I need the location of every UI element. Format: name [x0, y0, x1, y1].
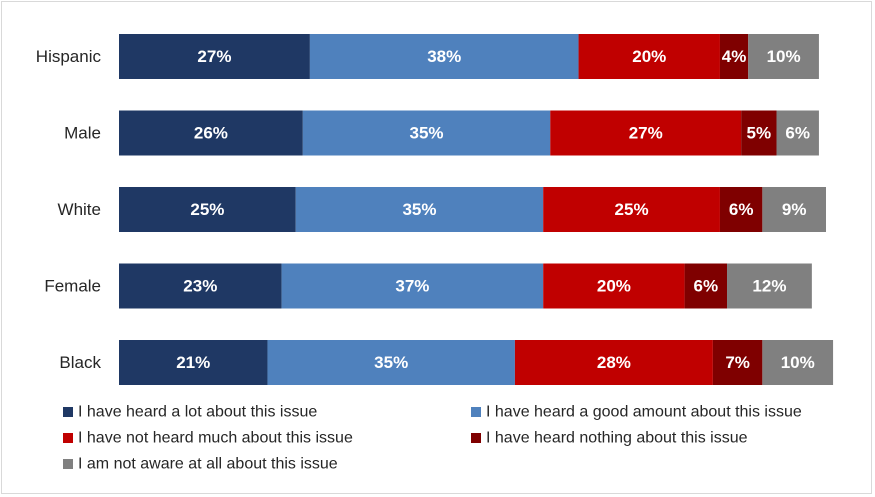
- bar-segment: [119, 34, 310, 79]
- bar-segment: [281, 263, 544, 309]
- bar-segment: [550, 110, 742, 156]
- bar-segment: [776, 110, 819, 156]
- bar-segment: [119, 340, 268, 385]
- category-label: Black: [59, 353, 101, 372]
- bar-value-label: 12%: [752, 277, 786, 296]
- bar-value-label: 38%: [427, 47, 461, 66]
- bar-value-label: 21%: [176, 353, 210, 372]
- bar-segment: [578, 34, 720, 79]
- bar-segment: [719, 187, 763, 232]
- legend-swatch: [471, 407, 481, 417]
- bar-segment: [719, 34, 749, 79]
- bar-segment: [119, 187, 296, 232]
- category-label: White: [58, 200, 101, 219]
- bar-value-label: 23%: [183, 277, 217, 296]
- bar-value-label: 6%: [729, 200, 754, 219]
- bar-value-label: 5%: [747, 124, 772, 143]
- legend-label: I have not heard much about this issue: [78, 430, 353, 447]
- bar-value-label: 28%: [597, 353, 631, 372]
- bar-value-label: 20%: [597, 277, 631, 296]
- bar-segment: [267, 340, 515, 385]
- legend-swatch: [63, 459, 73, 469]
- bar-value-label: 6%: [694, 277, 719, 296]
- bar-value-label: 35%: [402, 200, 436, 219]
- bar-value-label: 25%: [190, 200, 224, 219]
- bar-segment: [712, 340, 763, 385]
- bar-value-label: 26%: [194, 124, 228, 143]
- bar-value-label: 9%: [782, 200, 807, 219]
- bar-value-label: 4%: [722, 47, 747, 66]
- legend-label: I have heard nothing about this issue: [486, 430, 748, 447]
- bar-segment: [748, 34, 819, 79]
- bar-segment: [119, 263, 282, 309]
- legend-label: I am not aware at all about this issue: [78, 456, 338, 473]
- category-label: Hispanic: [36, 47, 102, 66]
- category-label: Male: [64, 124, 101, 143]
- bar-value-label: 25%: [615, 200, 649, 219]
- legend-label: I have heard a good amount about this is…: [486, 404, 802, 421]
- bar-segment: [543, 263, 685, 309]
- bar-segment: [543, 187, 720, 232]
- bar-value-label: 27%: [629, 124, 663, 143]
- bar-value-label: 10%: [767, 47, 801, 66]
- bar-segment: [741, 110, 777, 156]
- bar-segment: [727, 263, 812, 309]
- bar-value-label: 20%: [632, 47, 666, 66]
- bar-segment: [309, 34, 579, 79]
- bar-segment: [762, 340, 834, 385]
- bar-value-label: 10%: [781, 353, 815, 372]
- bar-value-label: 35%: [410, 124, 444, 143]
- legend-swatch: [471, 433, 481, 443]
- bar-value-label: 35%: [374, 353, 408, 372]
- bar-value-label: 7%: [725, 353, 750, 372]
- bar-segment: [684, 263, 728, 309]
- bar-segment: [762, 187, 826, 232]
- bar-value-label: 6%: [785, 124, 810, 143]
- legend-swatch: [63, 433, 73, 443]
- bar-segment: [302, 110, 551, 156]
- legend-swatch: [63, 407, 73, 417]
- bar-value-label: 37%: [395, 277, 429, 296]
- bar-value-label: 27%: [197, 47, 231, 66]
- bar-segment: [514, 340, 713, 385]
- legend-label: I have heard a lot about this issue: [78, 404, 317, 421]
- bar-segment: [295, 187, 544, 232]
- bar-segment: [119, 110, 303, 156]
- category-label: Female: [44, 277, 101, 296]
